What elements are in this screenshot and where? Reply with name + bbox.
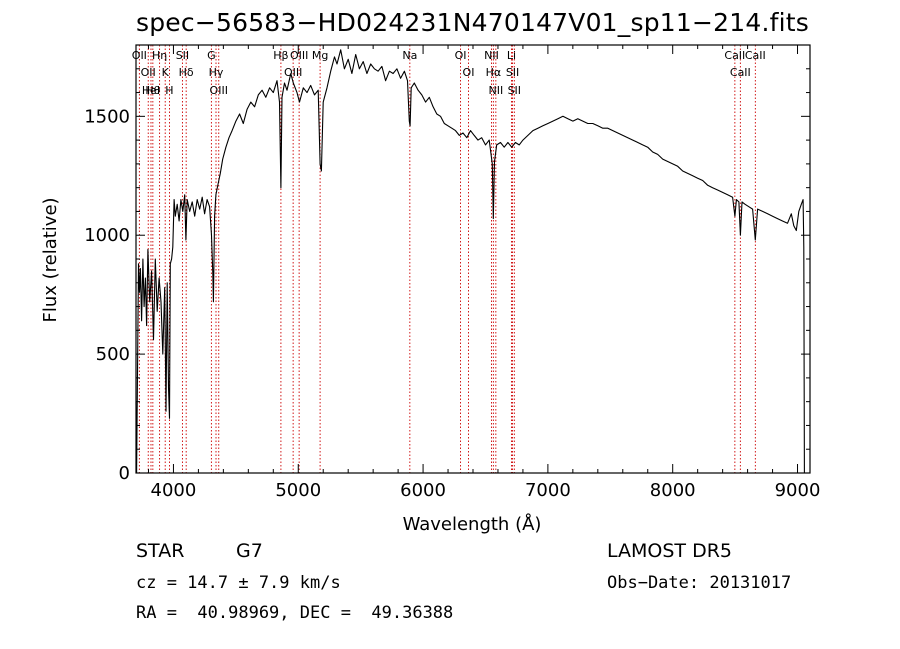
line-marker-label: Hη (152, 49, 167, 62)
survey-name: LAMOST DR5 (607, 540, 732, 562)
line-marker-label: G (207, 49, 216, 62)
line-marker-label: Hβ (273, 49, 288, 62)
line-marker-label: OI (463, 66, 475, 79)
plot-frame (135, 44, 811, 474)
y-axis: 0 500 1000 1500 (84, 68, 810, 484)
coordinates: RA = 40.98969, DEC = 49.36388 (136, 603, 454, 623)
line-marker-label: H (165, 84, 173, 97)
line-marker-label: Hγ (209, 66, 224, 79)
chart-title: spec−56583−HD024231N470147V01_sp11−214.f… (136, 8, 809, 37)
line-marker-label: CaII (745, 49, 766, 62)
x-axis: 4000 5000 6000 7000 8000 9000 (147, 45, 821, 501)
series-layer (135, 49, 805, 474)
line-marker-label: Na (402, 49, 417, 62)
observation-date: Obs−Date: 20131017 (607, 573, 792, 593)
x-tick-label: 6000 (400, 480, 446, 501)
line-marker-label: HeI (142, 84, 160, 97)
x-tick-label: 7000 (525, 480, 571, 501)
line-marker-label: OIII (284, 66, 302, 79)
line-marker-label: NII (484, 49, 499, 62)
line-marker-label: Hα (486, 66, 502, 79)
line-marker-label: SII (508, 84, 521, 97)
object-subclass: G7 (236, 540, 263, 562)
line-marker-label: CaII (730, 66, 751, 79)
line-marker-label: OI (455, 49, 467, 62)
line-marker-label: Hδ (179, 66, 194, 79)
line-markers (138, 45, 756, 473)
x-tick-label: 9000 (775, 480, 821, 501)
x-tick-label: 4000 (151, 480, 197, 501)
x-tick-label: 8000 (650, 480, 696, 501)
line-marker-label: OIII (290, 49, 308, 62)
y-tick-label: 1000 (84, 225, 130, 246)
y-axis-label: Flux (relative) (40, 197, 61, 322)
x-axis-label: Wavelength (Å) (403, 513, 542, 535)
line-marker-label: K (162, 66, 170, 79)
line-marker-label: SII (176, 49, 189, 62)
y-tick-label: 0 (119, 463, 130, 484)
y-tick-label: 500 (96, 344, 130, 365)
y-tick-label: 1500 (84, 106, 130, 127)
line-marker-label: SII (506, 66, 519, 79)
line-marker-label: OIII (210, 84, 228, 97)
object-class: STAR (136, 540, 185, 562)
line-marker-label: CaII (724, 49, 745, 62)
line-marker-label: OII (141, 66, 156, 79)
line-marker-label: OII (132, 49, 147, 62)
line-marker-label: NII (488, 84, 503, 97)
line-marker-label: Mg (312, 49, 328, 62)
line-marker-label: Hθ (145, 84, 160, 97)
spectrum-line (135, 49, 805, 474)
x-tick-label: 5000 (275, 480, 321, 501)
redshift-velocity: cz = 14.7 ± 7.9 km/s (136, 573, 341, 593)
line-marker-label: Li (507, 49, 516, 62)
